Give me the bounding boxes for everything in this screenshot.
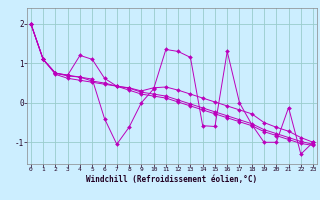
X-axis label: Windchill (Refroidissement éolien,°C): Windchill (Refroidissement éolien,°C) xyxy=(86,175,258,184)
